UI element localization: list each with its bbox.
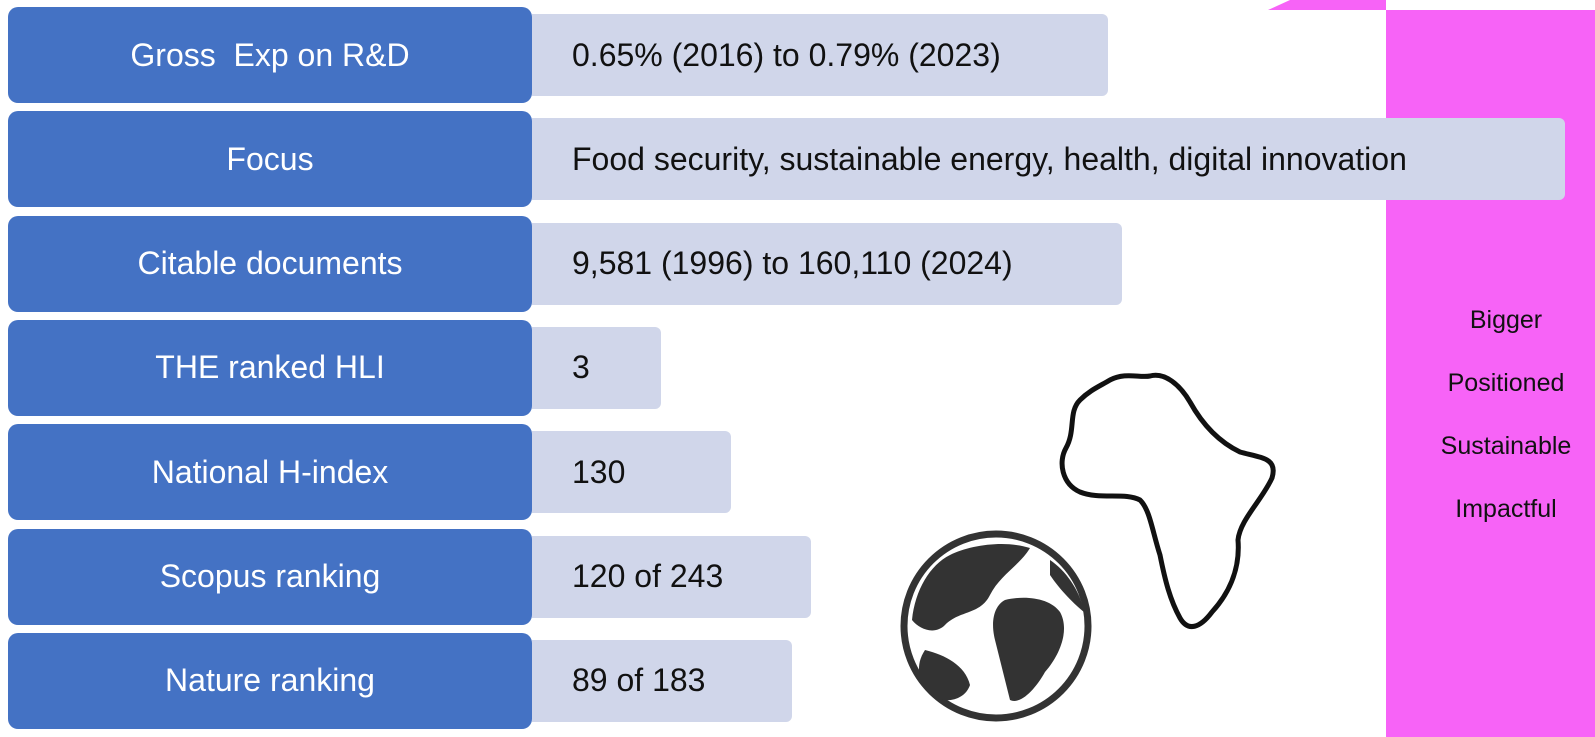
row-label: Scopus ranking xyxy=(8,528,532,625)
row-value: 120 of 243 xyxy=(532,535,811,618)
row-label: Citable documents xyxy=(8,215,532,312)
row-label: Gross Exp on R&D xyxy=(8,7,532,103)
row-value: 9,581 (1996) to 160,110 (2024) xyxy=(532,222,1122,305)
row-label: THE ranked HLI xyxy=(8,319,532,416)
row: Focus Food security, sustainable energy, … xyxy=(8,111,1588,208)
row-value: 130 xyxy=(532,431,731,514)
row: Gross Exp on R&D 0.65% (2016) to 0.79% (2… xyxy=(8,7,1588,103)
panel-word: Bigger xyxy=(1469,306,1543,334)
row: THE ranked HLI 3 xyxy=(8,319,1588,416)
row: Scopus ranking 120 of 243 xyxy=(8,528,1588,625)
row-value: Food security, sustainable energy, healt… xyxy=(532,118,1565,201)
globe-icon xyxy=(900,530,1092,722)
row-value: 89 of 183 xyxy=(532,639,792,722)
row-value: 0.65% (2016) to 0.79% (2023) xyxy=(532,14,1108,96)
row-label: Focus xyxy=(8,111,532,208)
panel-corner xyxy=(1268,0,1386,10)
panel-word: Positioned xyxy=(1447,369,1565,397)
row: Citable documents 9,581 (1996) to 160,110… xyxy=(8,215,1588,312)
row-label: National H-index xyxy=(8,424,532,521)
africa-icon xyxy=(1059,372,1276,629)
row: Nature ranking 89 of 183 xyxy=(8,632,1588,729)
row-value: 3 xyxy=(532,326,661,409)
row: National H-index 130 xyxy=(8,424,1588,521)
row-label: Nature ranking xyxy=(8,632,532,729)
panel-word: Sustainable xyxy=(1440,432,1572,460)
panel-word: Impactful xyxy=(1455,495,1557,523)
